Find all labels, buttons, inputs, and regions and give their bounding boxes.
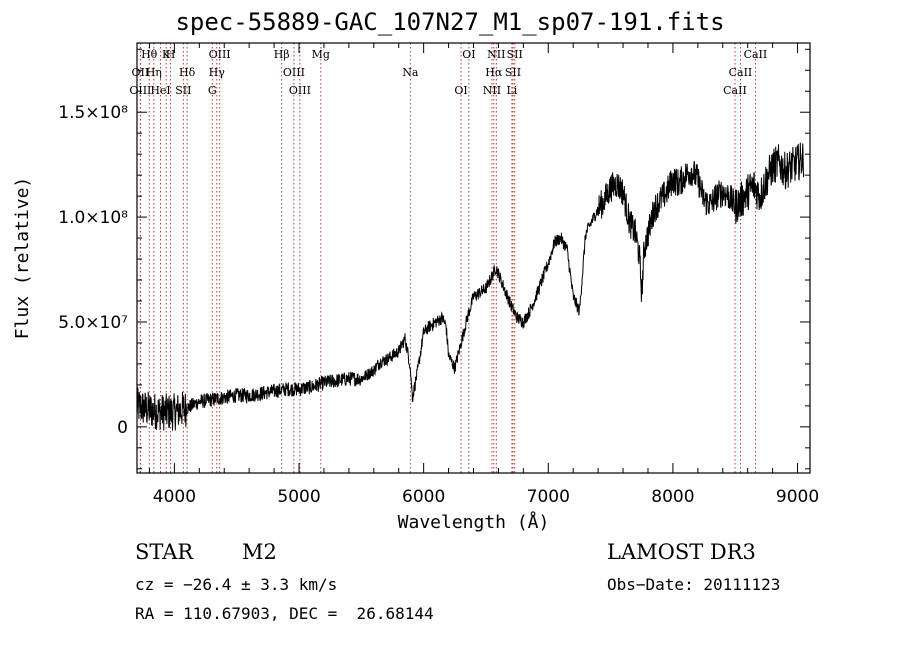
line-marker-label: K: [162, 48, 171, 61]
redshift-cz: cz = −26.4 ± 3.3 km/s: [135, 575, 338, 594]
plot-frame: [136, 42, 811, 474]
line-marker-label: OIII: [129, 84, 151, 97]
line-marker-label: Li: [506, 84, 517, 97]
line-marker-label: SII: [505, 66, 521, 79]
line-marker-label: Hβ: [274, 48, 290, 61]
line-marker-label: Hα: [485, 66, 503, 79]
line-marker-label: OIII: [283, 66, 305, 79]
object-class: STAR: [135, 540, 194, 564]
line-marker-label: CaII: [729, 66, 753, 79]
line-marker-label: OI: [454, 84, 467, 97]
y-tick-label: 1.5×10⁸: [58, 103, 128, 123]
y-axis-label: Flux (relative): [12, 177, 33, 340]
y-tick-label: 5.0×10⁷: [58, 313, 128, 333]
line-marker-label: CaII: [723, 84, 747, 97]
x-tick-label: 5000: [277, 487, 320, 507]
line-markers: [139, 43, 756, 473]
line-marker-label: Hγ: [209, 66, 226, 79]
object-subclass: M2: [242, 540, 277, 564]
line-marker-label: Na: [402, 66, 419, 79]
spectrum-line: [136, 142, 805, 431]
x-tick-label: 7000: [527, 487, 570, 507]
line-marker-label: OIII: [209, 48, 231, 61]
line-marker-label: OI: [462, 48, 475, 61]
x-axis-ticks: 4000 5000 6000 7000 8000 9000: [148, 43, 819, 507]
survey-name: LAMOST DR3: [607, 540, 756, 564]
y-axis-ticks: 0 5.0×10⁷ 1.0×10⁸ 1.5×10⁸: [58, 48, 810, 470]
line-marker-label: SII: [507, 48, 523, 61]
line-marker-label: HeI: [150, 84, 170, 97]
line-marker-label: Hθ: [141, 48, 158, 61]
line-marker-label: SII: [175, 84, 191, 97]
line-marker-label: Hη: [146, 66, 162, 79]
line-marker-label: OII: [132, 66, 150, 79]
line-marker-label: Hδ: [179, 66, 196, 79]
x-tick-label: 8000: [651, 487, 694, 507]
line-marker-label: NII: [487, 48, 505, 61]
chart-title: spec-55889-GAC_107N27_M1_sp07-191.fits: [175, 8, 725, 36]
line-marker-label: NII: [483, 84, 501, 97]
coordinates: RA = 110.67903, DEC = 26.68144: [135, 604, 434, 623]
y-tick-label: 0: [117, 418, 128, 438]
y-tick-label: 1.0×10⁸: [58, 208, 128, 228]
line-marker-label: H: [166, 48, 176, 61]
line-marker-label: G: [208, 84, 217, 97]
x-axis-label: Wavelength (Å): [398, 511, 550, 533]
line-marker-label: Mg: [312, 48, 330, 61]
line-marker-labels: Hθ OII OIII KHη HeI HHδ SII OIII Hγ G Hβ OIII OIII Mg…: [129, 48, 767, 97]
obs-date: Obs−Date: 20111123: [607, 575, 781, 594]
line-marker-label: CaII: [744, 48, 768, 61]
x-tick-label: 4000: [153, 487, 196, 507]
line-marker-label: OIII: [289, 84, 311, 97]
x-tick-label: 6000: [402, 487, 445, 507]
x-tick-label: 9000: [776, 487, 819, 507]
